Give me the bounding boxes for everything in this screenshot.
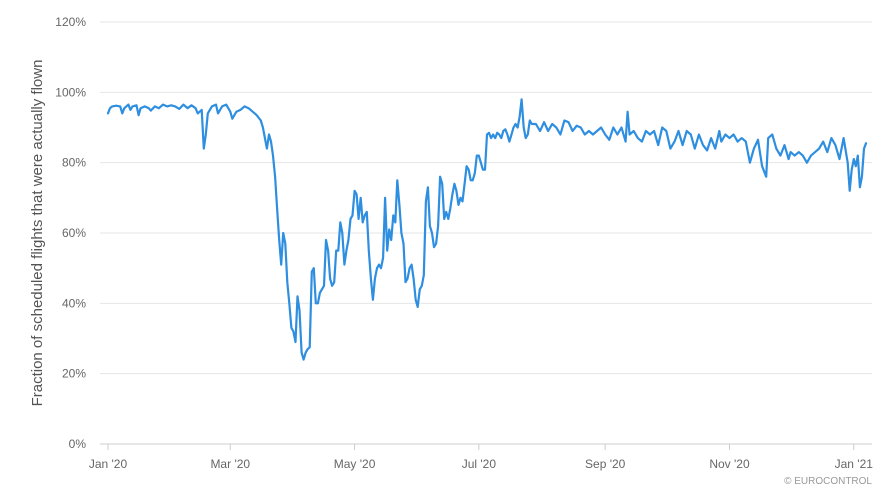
x-tick-label: Jan '21 (835, 457, 874, 471)
y-tick-label: 60% (62, 226, 86, 240)
gridlines (100, 21, 872, 375)
x-tick-label: Jan '20 (89, 457, 128, 471)
y-tick-label: 100% (55, 85, 86, 99)
x-tick-label: Jul '20 (462, 457, 497, 471)
x-tick-label: Mar '20 (210, 457, 250, 471)
y-tick-label: 120% (55, 15, 86, 29)
credit-label: © EUROCONTROL (784, 476, 872, 487)
x-tick-label: May '20 (334, 457, 376, 471)
axes: 0% 20% 40% 60% 80% 100% 120% Jan '20 Mar '20 May … (55, 15, 873, 471)
y-tick-label: 20% (62, 367, 86, 381)
x-tick-label: Nov '20 (709, 457, 750, 471)
y-tick-label: 40% (62, 296, 86, 310)
y-tick-label: 80% (62, 156, 86, 170)
x-tick-label: Sep '20 (585, 457, 626, 471)
series-line (106, 98, 868, 361)
y-axis-label: Fraction of scheduled flights that were … (29, 60, 46, 407)
y-tick-label: 0% (69, 437, 87, 451)
series-layer (106, 98, 868, 361)
